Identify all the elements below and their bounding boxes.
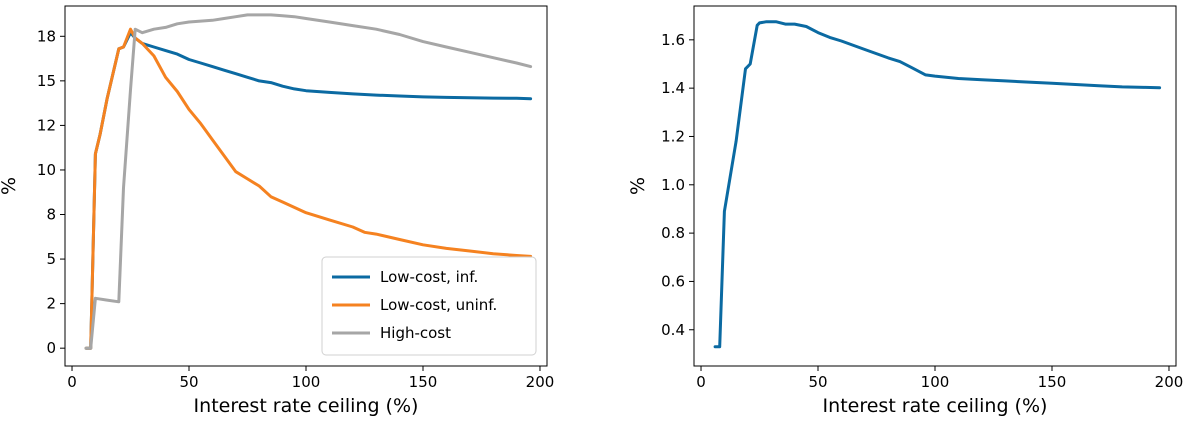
left-y-tick-label: 5 bbox=[46, 250, 56, 268]
left-y-tick-label: 8 bbox=[46, 206, 56, 224]
legend-label: Low-cost, inf. bbox=[380, 268, 478, 286]
left-y-tick-label: 10 bbox=[37, 161, 56, 179]
legend: Low-cost, inf. Low-cost, uninf. High-cost bbox=[321, 256, 537, 356]
left-y-tick-label: 18 bbox=[37, 27, 56, 45]
right-x-tick-label: 50 bbox=[808, 373, 827, 391]
left-x-tick-label: 0 bbox=[67, 373, 77, 391]
left-y-tick-label: 12 bbox=[37, 116, 56, 134]
legend-box bbox=[321, 256, 537, 356]
right-x-tick-label: 150 bbox=[1038, 373, 1067, 391]
legend-label: Low-cost, uninf. bbox=[380, 296, 497, 314]
left-series-line-1 bbox=[84, 27, 533, 350]
left-y-tick-label: 15 bbox=[37, 72, 56, 90]
right-x-tick-label: 100 bbox=[921, 373, 950, 391]
left-series-line-2 bbox=[84, 13, 533, 350]
right-y-tick-label: 1.6 bbox=[661, 31, 685, 49]
right-x-tick-label: 200 bbox=[1155, 373, 1184, 391]
right-x-tick-label: 0 bbox=[696, 373, 706, 391]
right-plot-frame bbox=[693, 5, 1177, 367]
left-chart: 0 50 100 150 200 0 2 5 8 10 12 15 18 Interest rate c… bbox=[0, 5, 555, 417]
left-x-tick-label: 200 bbox=[526, 373, 555, 391]
right-y-tick-label: 0.6 bbox=[661, 272, 685, 290]
right-y-tick-label: 1.0 bbox=[661, 176, 685, 194]
legend-label: High-cost bbox=[380, 324, 451, 342]
right-y-tick-label: 1.4 bbox=[661, 79, 685, 97]
left-x-tick-label: 50 bbox=[179, 373, 198, 391]
left-x-axis-label: Interest rate ceiling (%) bbox=[194, 395, 419, 417]
left-y-axis-label: % bbox=[0, 177, 20, 195]
left-y-tick-label: 0 bbox=[46, 339, 56, 357]
right-y-tick-label: 0.4 bbox=[661, 321, 685, 339]
right-y-tick-label: 1.2 bbox=[661, 127, 685, 145]
left-x-tick-label: 150 bbox=[409, 373, 438, 391]
right-chart: 0 50 100 150 200 0.4 0.6 0.8 1.0 1.2 1.4 1.6 Intere… bbox=[627, 5, 1184, 417]
right-series-line-0 bbox=[713, 20, 1162, 349]
right-y-tick-label: 0.8 bbox=[661, 224, 685, 242]
left-y-tick-label: 2 bbox=[46, 295, 56, 313]
right-y-axis-label: % bbox=[627, 177, 649, 195]
left-x-tick-label: 100 bbox=[292, 373, 321, 391]
right-x-axis-label: Interest rate ceiling (%) bbox=[823, 395, 1048, 417]
